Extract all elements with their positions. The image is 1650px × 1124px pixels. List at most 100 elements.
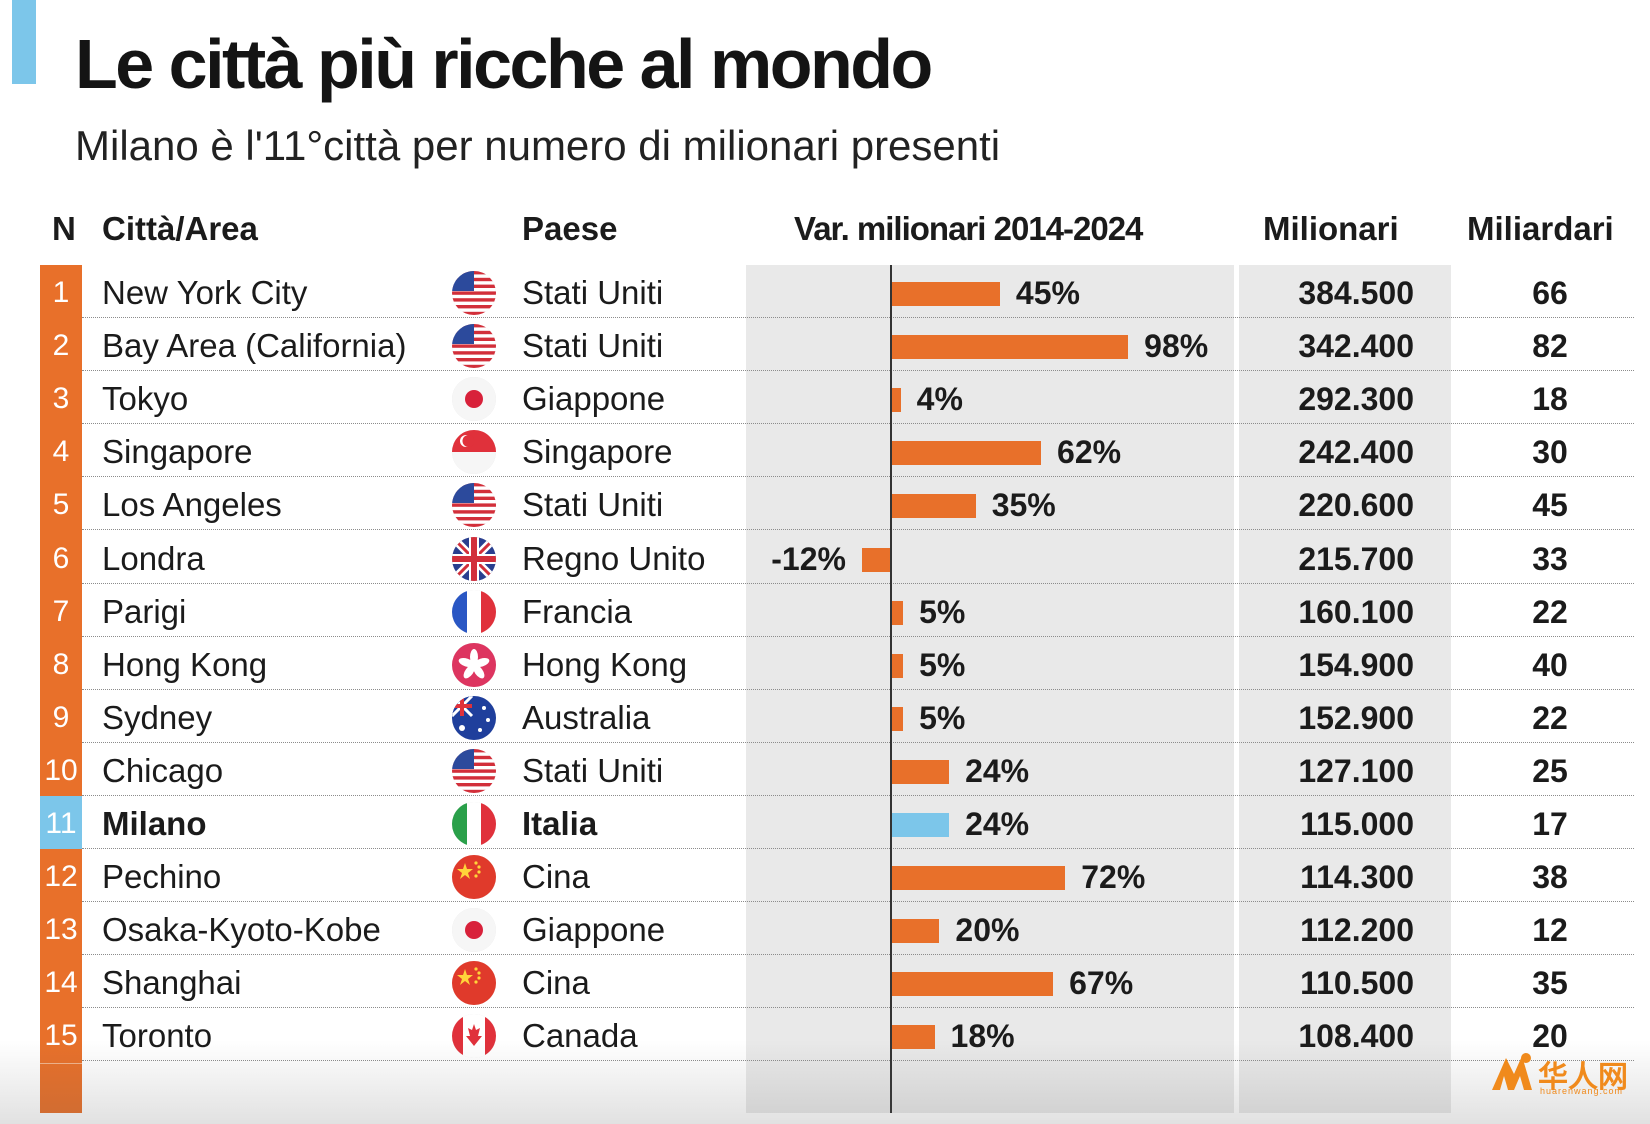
table-row: 12 Pechino Cina 72% 114.300 38 xyxy=(0,849,1650,906)
change-label: 45% xyxy=(1015,275,1080,311)
billionaires-value: 66 xyxy=(1532,275,1568,311)
change-label: -12% xyxy=(771,540,846,577)
rank-cell: 5 xyxy=(40,477,82,534)
watermark-text: 华人网 xyxy=(1538,1061,1628,1094)
usa-flag-icon xyxy=(452,483,496,528)
china-flag-icon xyxy=(452,961,496,1006)
rank-cell: 1 xyxy=(40,265,82,321)
singapore-flag-icon xyxy=(452,430,496,475)
rank-cell: 13 xyxy=(40,902,82,959)
country-label: Hong Kong xyxy=(522,645,688,683)
billionaires-value: 22 xyxy=(1532,593,1568,630)
change-label: 35% xyxy=(991,487,1056,524)
city-label: Osaka-Kyoto-Kobe xyxy=(102,911,381,949)
change-label: 5% xyxy=(919,646,966,683)
page-title: Le città più ricche al mondo xyxy=(75,25,933,103)
header-billionaires: Miliardari xyxy=(1467,210,1614,247)
city-label: Tokyo xyxy=(102,380,189,418)
country-label: Stati Uniti xyxy=(522,486,664,524)
change-bar xyxy=(891,653,904,678)
rank-cell: 4 xyxy=(40,424,82,481)
row-separator xyxy=(82,317,1634,319)
change-bar xyxy=(891,813,950,837)
millionaires-value: 152.900 xyxy=(1298,699,1414,736)
city-label: Singapore xyxy=(102,433,253,471)
city-label: Toronto xyxy=(102,1017,213,1055)
country-label: Giappone xyxy=(522,911,666,949)
france-flag-icon xyxy=(452,589,496,634)
billionaires-value: 20 xyxy=(1532,1018,1568,1055)
japan-flag-icon xyxy=(452,908,496,953)
change-label: 5% xyxy=(919,593,966,630)
rank-cell: 11 xyxy=(40,796,82,852)
city-label: Pechino xyxy=(102,858,222,896)
watermark-subtext: huarenwang.com xyxy=(1540,1086,1624,1096)
change-bar xyxy=(891,441,1042,466)
city-label: New York City xyxy=(102,274,308,311)
country-label: Stati Uniti xyxy=(522,327,664,365)
usa-flag-icon xyxy=(452,271,496,315)
row-separator xyxy=(82,1007,1634,1009)
billionaires-value: 18 xyxy=(1532,381,1568,418)
millionaires-value: 220.600 xyxy=(1298,487,1414,524)
country-label: Cina xyxy=(522,858,590,896)
country-label: Stati Uniti xyxy=(522,751,664,789)
city-label: Chicago xyxy=(102,751,224,789)
rank-cell: 8 xyxy=(40,636,82,693)
table-row: 2 Bay Area (California) Stati Uniti 98% 342.… xyxy=(0,318,1650,375)
millionaires-value: 154.900 xyxy=(1298,646,1414,683)
table-row: 10 Chicago Stati Uniti 24% 127.100 25 xyxy=(0,742,1650,799)
change-bar xyxy=(891,759,950,784)
country-label: Stati Uniti xyxy=(522,274,664,311)
city-label: Bay Area (California) xyxy=(102,327,407,365)
change-label: 72% xyxy=(1081,859,1146,896)
city-label: Shanghai xyxy=(102,964,242,1002)
change-label: 4% xyxy=(916,381,963,418)
change-bar xyxy=(891,388,901,413)
header-millionaires: Milionari xyxy=(1263,210,1399,247)
row-separator xyxy=(82,741,1634,743)
italy-flag-icon xyxy=(452,802,496,846)
table-row: 8 Hong Kong Hong Kong 5% 154.900 40 xyxy=(0,636,1650,693)
canada-flag-icon xyxy=(452,1014,496,1059)
change-bar xyxy=(891,494,976,519)
row-separator xyxy=(82,582,1634,584)
rank-cell: 12 xyxy=(40,849,82,906)
millionaires-value: 215.700 xyxy=(1298,540,1414,577)
country-label: Singapore xyxy=(522,433,673,471)
row-separator xyxy=(82,423,1634,425)
change-bar xyxy=(891,1025,935,1050)
table-row: 13 Osaka-Kyoto-Kobe Giappone 20% 112.200 12 xyxy=(0,902,1650,959)
billionaires-value: 12 xyxy=(1532,912,1568,949)
change-label: 62% xyxy=(1057,434,1122,471)
millionaires-value: 160.100 xyxy=(1298,593,1414,630)
rank-cell: 10 xyxy=(40,742,82,799)
hong-kong-flag-icon xyxy=(452,642,496,687)
table-row: 9 Sydney Australia 5% 152.900 22 xyxy=(0,689,1650,746)
china-flag-icon xyxy=(452,855,496,900)
billionaires-value: 35 xyxy=(1532,965,1568,1002)
change-bar xyxy=(891,706,904,731)
rank-cell: 14 xyxy=(40,955,82,1012)
row-separator xyxy=(82,476,1634,478)
city-label: Sydney xyxy=(102,698,213,736)
zero-axis-line xyxy=(890,265,892,1113)
table-row: 14 Shanghai Cina 67% 110.500 35 xyxy=(0,955,1650,1012)
millionaires-value: 292.300 xyxy=(1298,381,1414,418)
millionaires-value: 127.100 xyxy=(1298,752,1414,789)
country-label: Italia xyxy=(522,805,598,842)
billionaires-value: 30 xyxy=(1532,434,1568,471)
rank-cell: 7 xyxy=(40,583,82,640)
country-label: Francia xyxy=(522,592,633,630)
change-label: 98% xyxy=(1144,328,1209,365)
billionaires-value: 45 xyxy=(1532,487,1568,524)
row-separator xyxy=(82,370,1634,372)
millionaires-value: 242.400 xyxy=(1298,434,1414,471)
australia-flag-icon xyxy=(452,695,496,740)
table-row: 15 Toronto Canada 18% 108.400 20 xyxy=(0,1008,1650,1065)
rank-cell: 9 xyxy=(40,689,82,746)
millionaires-value: 342.400 xyxy=(1298,328,1414,365)
country-label: Regno Unito xyxy=(522,539,706,577)
city-label: Los Angeles xyxy=(102,486,282,524)
watermark: 华人网 huarenwang.com xyxy=(1488,1050,1638,1098)
